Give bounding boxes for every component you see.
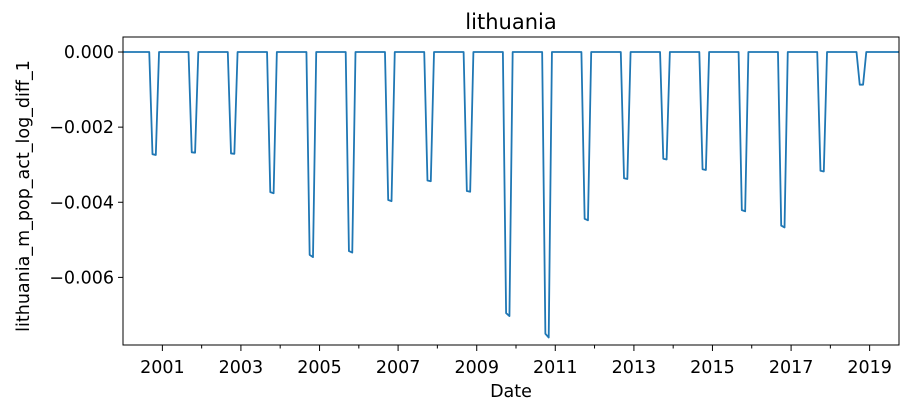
x-tick-label: 2009	[454, 358, 499, 378]
x-axis-label: Date	[490, 382, 532, 402]
y-tick-label: 0.000	[64, 43, 114, 63]
plot-area	[123, 51, 899, 339]
x-tick-label: 2005	[297, 358, 342, 378]
y-tick-label: −0.006	[49, 268, 114, 288]
x-tick-label: 2001	[140, 358, 185, 378]
x-tick-label: 2013	[612, 358, 657, 378]
x-tick-label: 2017	[769, 358, 814, 378]
x-tick-label: 2003	[219, 358, 264, 378]
y-tick-label: −0.002	[49, 118, 114, 138]
x-tick-label: 2007	[376, 358, 421, 378]
chart-title: lithuania	[465, 10, 556, 34]
y-tick-label: −0.004	[49, 193, 114, 213]
series-line-1	[123, 51, 899, 339]
axes: 0.000 −0.002 −0.004 −0.006 2001 2003 2005 2007 2…	[49, 36, 900, 378]
x-tick-label: 2011	[533, 358, 578, 378]
x-tick-label: 2019	[847, 358, 892, 378]
y-axis-label: lithuania_m_pop_act_log_diff_1	[14, 60, 34, 332]
plot-frame	[122, 36, 900, 346]
x-tick-label: 2015	[690, 358, 735, 378]
